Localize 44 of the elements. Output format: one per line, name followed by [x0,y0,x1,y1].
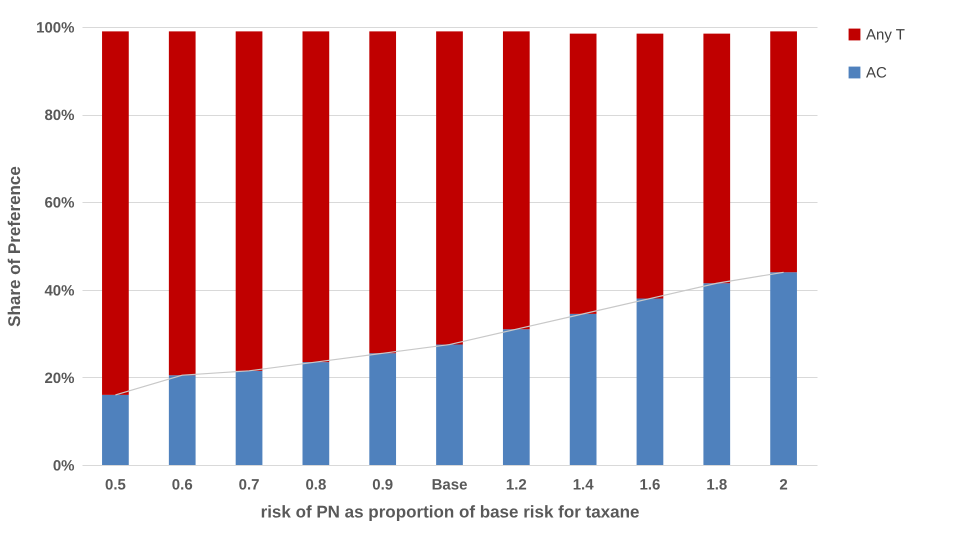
x-tick-label: 0.7 [238,476,260,494]
y-axis-title: Share of Preference [5,166,24,327]
bar [302,362,330,465]
y-tick-label: 80% [44,107,74,124]
bar [703,34,730,284]
bar [369,353,396,465]
y-tick-label: 40% [44,282,74,300]
bar [502,31,530,330]
bar [436,344,463,465]
line-series [114,272,784,396]
bar [168,375,196,465]
bar [168,31,196,376]
legend-label: Any T [866,26,905,44]
x-axis-title: risk of PN as proportion of base risk for taxane [260,502,640,522]
y-tick-label: 60% [44,194,74,212]
bar [236,370,262,465]
bar [703,283,730,465]
bar [636,34,664,299]
bar [570,34,596,314]
bar [502,329,530,465]
x-tick-label: 2 [779,476,788,494]
x-tick-label: 0.5 [104,476,126,494]
bar [770,272,797,465]
bar [102,31,129,395]
bar [102,394,129,465]
y-tick-label: 20% [44,370,74,387]
bar [302,31,330,362]
x-tick-label: 0.9 [372,476,394,494]
bar [436,31,463,345]
bar [770,31,797,272]
x-tick-label: Base [432,476,468,494]
bar [570,314,596,465]
bar [236,31,262,371]
y-tick-label: 0% [52,458,74,474]
y-tick-label: 100% [36,20,74,36]
x-tick-label: 1.6 [640,476,660,494]
bar [369,31,396,354]
x-tick-label: 1.2 [506,476,527,494]
x-tick-label: 1.4 [572,476,594,494]
legend-label: AC [866,64,888,82]
x-tick-label: 0.8 [305,476,326,494]
x-tick-label: 1.8 [706,476,728,494]
x-tick-label: 0.6 [172,476,193,494]
bar [636,298,664,465]
